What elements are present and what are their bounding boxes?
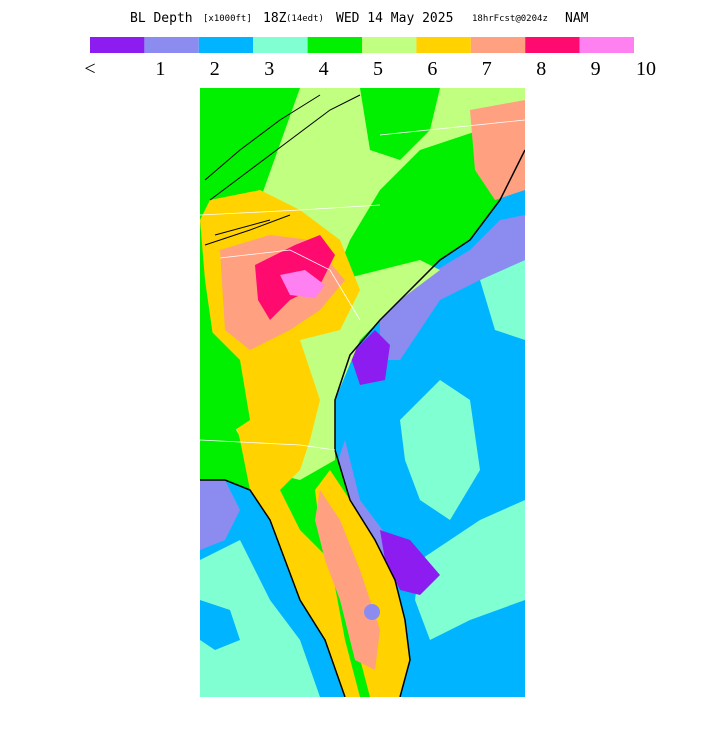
title-date: WED 14 May 2025 — [336, 11, 453, 26]
title-valid-time: 18Z — [263, 11, 287, 26]
colorbar-swatch — [579, 37, 634, 53]
ocean-zone — [480, 260, 525, 340]
colorbar-swatch — [416, 37, 471, 53]
title-field: BL Depth — [130, 11, 193, 26]
colorbar-label: 9 — [591, 58, 601, 80]
colorbar-swatch — [144, 37, 199, 53]
land-zone — [315, 490, 380, 670]
gulf-zone — [200, 480, 240, 550]
land-zone — [360, 88, 440, 160]
colorbar-label: 8 — [536, 58, 546, 80]
land-zone — [280, 270, 325, 298]
colorbar-label: 4 — [319, 58, 329, 80]
colorbar-swatch — [525, 37, 580, 53]
gulf-zone — [200, 540, 320, 697]
colorbar-swatch — [307, 37, 362, 53]
colorbar-swatch — [470, 37, 526, 53]
ocean-zone — [415, 500, 525, 640]
terrain-contours — [204, 94, 361, 246]
colorbar-label: 7 — [482, 58, 492, 80]
colorbar-swatch — [198, 37, 254, 53]
colorbar: <1 2 3 4 5 6 7 8 9 10 — [84, 37, 656, 80]
colorbar-swatch — [253, 37, 308, 53]
ocean-zone — [350, 330, 390, 385]
colorbar-label: 5 — [373, 58, 383, 80]
colorbar-label: 3 — [264, 58, 274, 80]
colorbar-label: 1 — [155, 58, 165, 80]
coastline — [200, 149, 525, 697]
title: BL Depth [x1000ft] 18Z (14edt) WED 14 Ma… — [130, 11, 589, 26]
colorbar-label: 6 — [427, 58, 437, 80]
ocean-zone — [400, 380, 480, 520]
title-model: NAM — [565, 11, 589, 26]
title-forecast: 18hrFcst@0204z — [472, 14, 548, 24]
land-zone — [470, 100, 525, 200]
title-local-time: (14edt) — [286, 14, 324, 24]
colorbar-label: 2 — [210, 58, 220, 80]
colorbar-label: < — [84, 58, 95, 80]
colorbar-swatch — [362, 37, 417, 53]
title-units: [x1000ft] — [203, 14, 252, 24]
map — [200, 88, 525, 697]
colorbar-label: 10 — [636, 58, 656, 80]
gulf-zone — [200, 600, 240, 650]
ocean-zone — [380, 215, 525, 360]
lake — [364, 604, 380, 620]
colorbar-swatch — [90, 37, 145, 53]
state-borders — [200, 119, 525, 451]
land-zone — [200, 320, 250, 440]
